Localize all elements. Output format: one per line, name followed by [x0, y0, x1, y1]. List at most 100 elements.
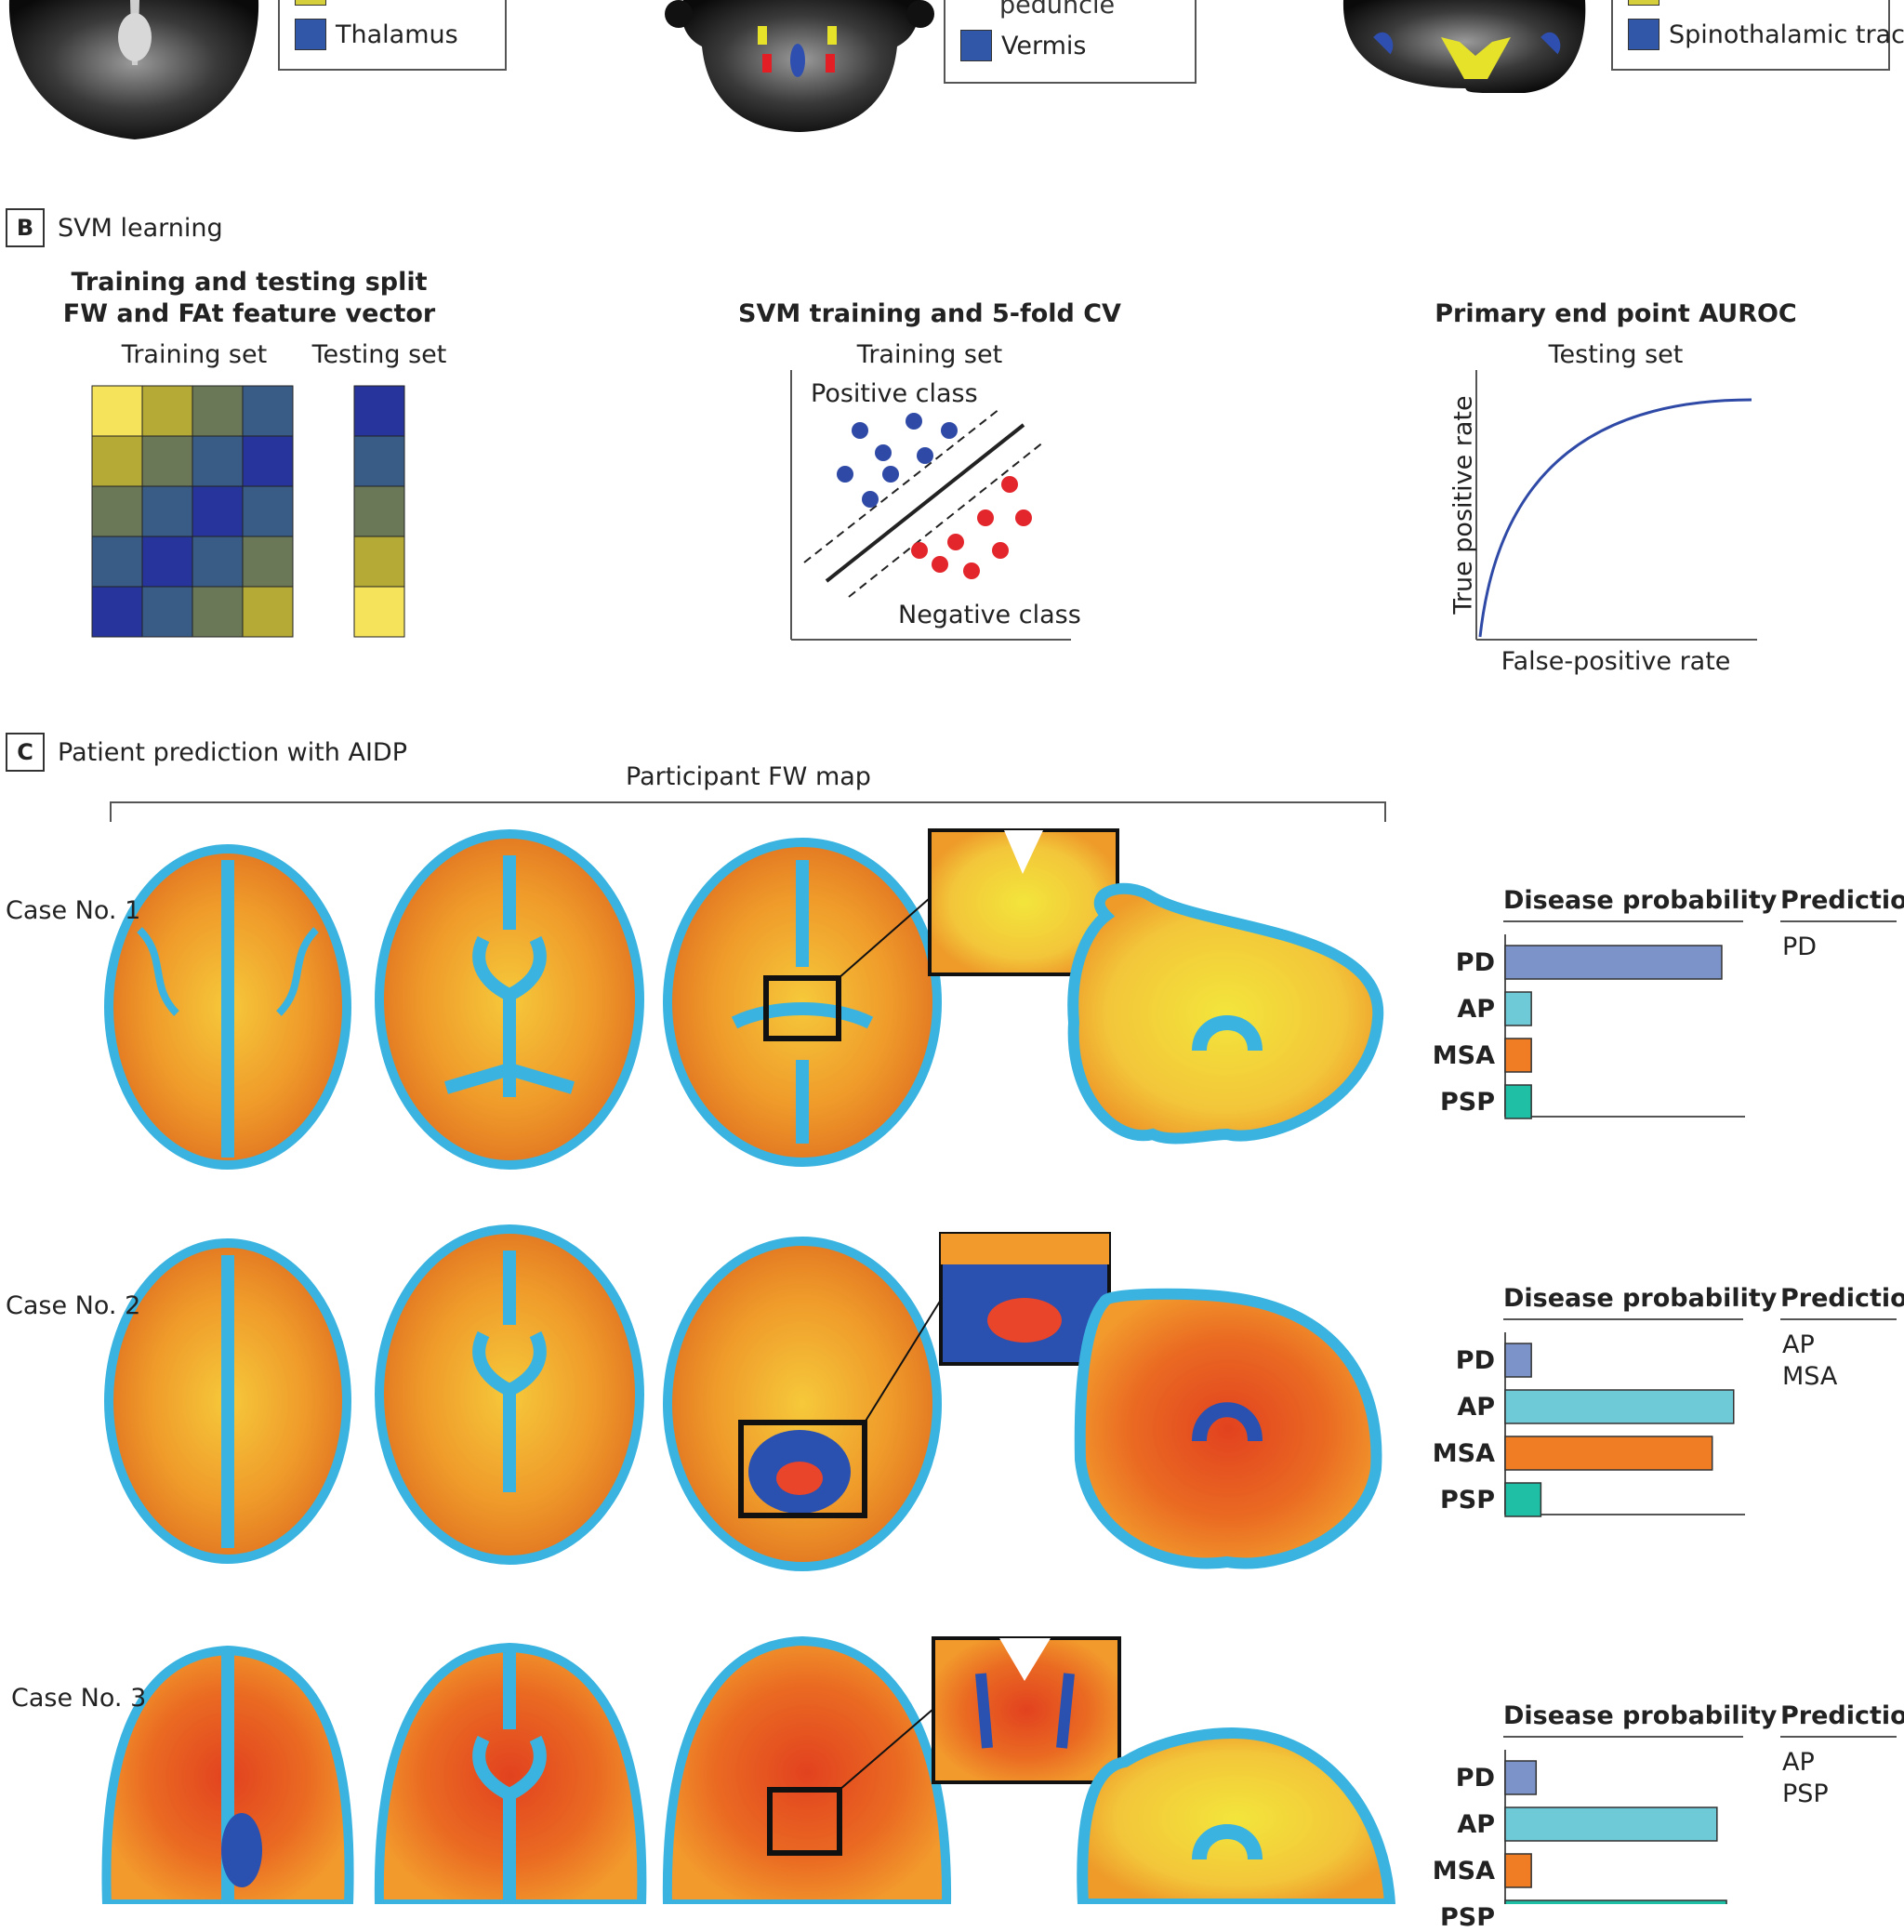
legend-label-spinothalamic-tract: Spinothalamic tract [1669, 20, 1904, 49]
negative-point [1015, 509, 1032, 526]
category-label-ap: AP [1457, 1393, 1495, 1422]
legend-swatch-partial [295, 0, 326, 6]
training-cell [91, 435, 143, 487]
training-cell [141, 385, 193, 437]
negative-point [963, 562, 980, 579]
negative-class-points [911, 476, 1032, 579]
case-3-slice-4 [1077, 1727, 1396, 1904]
legend-label-vermis: Vermis [1001, 32, 1087, 60]
panel-c-title: Patient prediction with AIDP [58, 738, 408, 767]
case-1-pred-heading: Prediction [1780, 886, 1904, 915]
case-2-pred-heading: Prediction [1780, 1284, 1904, 1313]
category-label-msa: MSA [1432, 1857, 1495, 1886]
svm-heading: SVM training and 5-fold CV [738, 299, 1121, 328]
auroc-xlabel: False-positive rate [1501, 647, 1731, 676]
category-label-ap: AP [1457, 1810, 1495, 1839]
negative-point [992, 542, 1009, 559]
split-heading-line2: FW and FAt feature vector [62, 299, 436, 328]
negative-point [911, 542, 928, 559]
positive-point [862, 491, 879, 508]
case-2-slice-4 [1074, 1288, 1382, 1569]
testing-cell [353, 385, 405, 437]
positive-point [941, 422, 958, 439]
case-1-zoom-box [763, 975, 841, 1041]
fw-map-label: Participant FW map [626, 762, 871, 791]
panel-b-letter: B [6, 208, 45, 247]
case-3-slice-2 [374, 1642, 647, 1904]
panel-a-legend-2: peduncle Vermis [944, 0, 1197, 84]
case-2-prediction: MSA [1782, 1362, 1838, 1391]
case-2-slices [104, 1224, 1382, 1571]
panel-a-slice-2 [665, 0, 934, 132]
training-cell [91, 586, 143, 638]
positive-point [837, 466, 853, 483]
positive-class-label: Positive class [811, 379, 978, 408]
negative-point [932, 556, 948, 573]
training-set-label: Training set [121, 340, 268, 369]
prob-bar-psp [1504, 1482, 1542, 1517]
positive-point [917, 447, 933, 464]
legend-swatch-spinothalamic-tract [1628, 19, 1659, 50]
panel-a-legend-1: Thalamus [278, 0, 507, 71]
positive-point [882, 466, 899, 483]
svm-axes [790, 370, 1071, 641]
auroc-heading: Primary end point AUROC [1435, 299, 1797, 328]
panel-a-slice-3 [1342, 0, 1586, 93]
case-2-prob-heading: Disease probability [1503, 1284, 1778, 1313]
prob-bar-pd [1504, 1760, 1538, 1795]
legend-label-thalamus: Thalamus [336, 20, 458, 49]
roc-curve [1478, 398, 1752, 638]
case-3-label: Case No. 3 [11, 1684, 147, 1713]
case-3-prob-heading: Disease probability [1503, 1701, 1778, 1730]
case-2-zoom-box [738, 1420, 867, 1518]
legend-swatch-thalamus [295, 19, 326, 50]
prob-bar-ap [1504, 1806, 1718, 1842]
panel-a-legend-3: Spinothalamic tract [1611, 0, 1904, 71]
prob-bar-pd [1504, 1343, 1532, 1378]
training-cell [242, 385, 294, 437]
panel-b-title: SVM learning [58, 214, 223, 243]
prob-bar-ap [1504, 1389, 1735, 1424]
case-2-prediction: AP [1782, 1330, 1815, 1359]
training-cell [242, 485, 294, 537]
negative-point [947, 534, 964, 550]
prob-bar-psp [1504, 1899, 1727, 1904]
case-2-slice-3 [663, 1237, 942, 1571]
training-cell [141, 586, 193, 638]
case-3-pred-heading: Prediction [1780, 1701, 1904, 1730]
training-cell [91, 536, 143, 588]
training-cell [192, 485, 244, 537]
positive-point [852, 422, 868, 439]
case-3-prediction: PSP [1782, 1780, 1829, 1808]
training-cell [192, 586, 244, 638]
category-label-psp: PSP [1439, 1486, 1495, 1515]
category-label-pd: PD [1455, 948, 1495, 977]
category-label-pd: PD [1455, 1764, 1495, 1793]
svm-hyperplane [825, 423, 1025, 583]
case-1-slice-4 [1067, 882, 1384, 1145]
panel-c-letter: C [6, 733, 45, 772]
prob-bar-msa [1504, 1853, 1532, 1888]
case-1-slices [104, 828, 1384, 1170]
category-label-psp: PSP [1439, 1088, 1495, 1117]
legend-label-peduncle: peduncle [999, 0, 1116, 20]
training-cell [192, 435, 244, 487]
split-heading-line1: Training and testing split [71, 268, 428, 297]
positive-point [875, 444, 892, 461]
category-label-psp: PSP [1439, 1903, 1495, 1932]
panel-a-slice-1 [8, 0, 259, 139]
negative-class-label: Negative class [898, 601, 1081, 629]
training-cell [91, 385, 143, 437]
case-3-slice-3 [662, 1635, 952, 1904]
prob-bar-psp [1504, 1084, 1532, 1119]
testing-cell [353, 485, 405, 537]
legend-swatch-partial [1628, 0, 1659, 6]
training-cell [141, 435, 193, 487]
case-3-zoom-box [767, 1787, 842, 1856]
